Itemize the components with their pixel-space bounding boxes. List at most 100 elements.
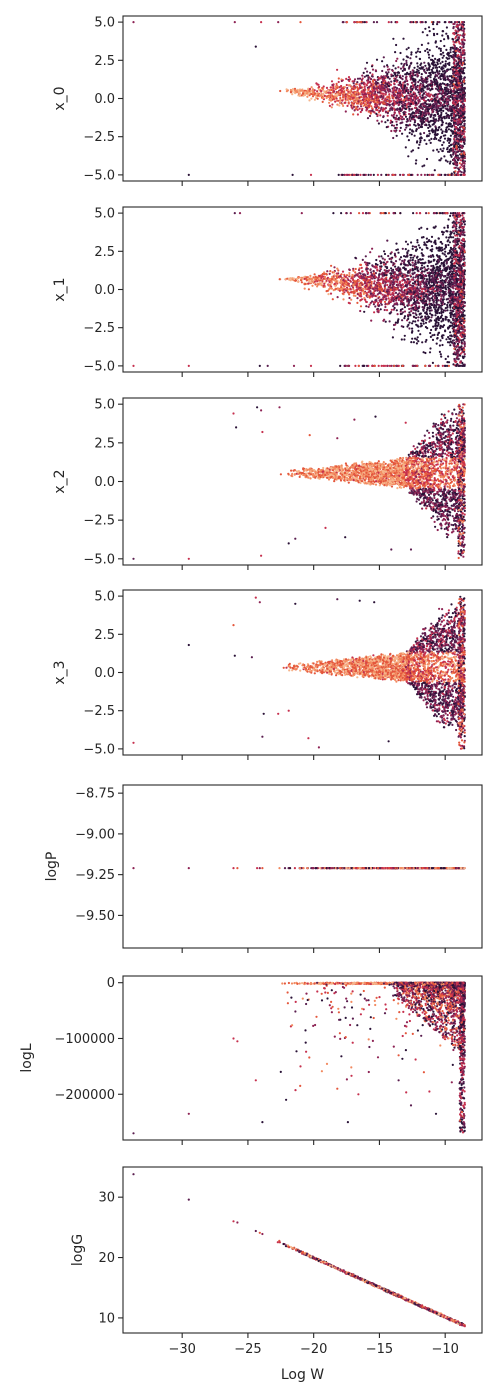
data-point [463, 63, 466, 66]
data-point [405, 120, 408, 123]
data-point [450, 114, 453, 117]
data-point [407, 155, 410, 158]
data-point [447, 109, 450, 112]
data-point [420, 136, 423, 139]
data-point [380, 107, 383, 110]
data-point [431, 109, 434, 112]
data-point [447, 53, 450, 57]
data-point [425, 71, 428, 75]
data-point [463, 130, 466, 133]
data-point [398, 99, 402, 102]
data-point [411, 81, 414, 84]
data-point [388, 97, 391, 100]
data-point [365, 109, 368, 112]
data-point [442, 67, 445, 70]
data-point [410, 97, 413, 100]
data-point [449, 125, 452, 128]
data-point [462, 171, 466, 174]
data-point [356, 89, 359, 92]
data-point [402, 311, 405, 314]
data-point [444, 329, 447, 332]
data-point [385, 103, 388, 106]
data-point [449, 51, 452, 54]
data-point [384, 121, 387, 124]
data-point [402, 66, 405, 69]
data-point [313, 273, 316, 276]
data-point [427, 110, 430, 113]
data-point [405, 89, 408, 93]
data-point [360, 21, 363, 24]
data-point [439, 136, 442, 140]
data-point [414, 112, 418, 115]
data-point [447, 286, 450, 289]
data-point [354, 97, 357, 101]
data-point [449, 321, 452, 324]
data-point [441, 121, 444, 124]
data-point [428, 65, 431, 68]
data-point [449, 88, 452, 91]
data-point [428, 104, 431, 107]
data-point [351, 173, 354, 176]
data-point [382, 56, 385, 59]
data-point [388, 101, 391, 104]
data-point [431, 173, 434, 176]
data-point [405, 103, 408, 107]
data-point [404, 146, 407, 149]
data-point [446, 139, 449, 142]
data-point [365, 84, 368, 87]
data-point [435, 78, 438, 81]
data-point [429, 141, 432, 144]
data-point [459, 123, 462, 126]
data-point [459, 42, 462, 45]
data-point [457, 82, 461, 85]
data-point [383, 65, 386, 68]
data-point [445, 126, 448, 129]
data-point [446, 150, 450, 153]
data-point [460, 105, 463, 108]
data-point [330, 80, 334, 83]
data-point [444, 134, 447, 137]
data-point [444, 250, 447, 253]
data-point [376, 269, 379, 272]
data-point [320, 281, 323, 285]
data-point [461, 154, 464, 157]
data-point [461, 97, 464, 100]
data-point [461, 21, 464, 24]
data-point [457, 27, 460, 30]
data-point [392, 124, 396, 127]
data-point [458, 62, 461, 65]
data-point [345, 274, 349, 277]
data-point [421, 122, 424, 125]
data-point [402, 58, 405, 61]
data-point [393, 79, 396, 82]
data-point [316, 97, 319, 100]
data-point [321, 100, 324, 103]
data-point [426, 271, 429, 275]
data-point [432, 27, 435, 31]
data-point [399, 274, 402, 277]
data-point [373, 311, 376, 314]
data-point [417, 80, 420, 84]
data-point [326, 270, 329, 273]
data-point [459, 166, 462, 169]
data-point [357, 173, 360, 176]
data-point [387, 173, 390, 176]
data-point [382, 298, 385, 301]
data-point [328, 272, 331, 275]
data-point [360, 80, 363, 83]
data-point [366, 79, 369, 82]
data-point [439, 101, 443, 105]
data-point [456, 75, 460, 78]
data-point [445, 122, 448, 125]
data-point [420, 294, 423, 298]
data-point [353, 78, 357, 81]
data-point [430, 119, 433, 122]
data-point [339, 96, 342, 100]
data-point [452, 116, 455, 119]
data-point [455, 157, 458, 160]
data-point [375, 80, 378, 83]
data-point [365, 21, 368, 24]
data-point [366, 82, 369, 85]
data-point [460, 173, 463, 176]
data-point [430, 137, 433, 140]
